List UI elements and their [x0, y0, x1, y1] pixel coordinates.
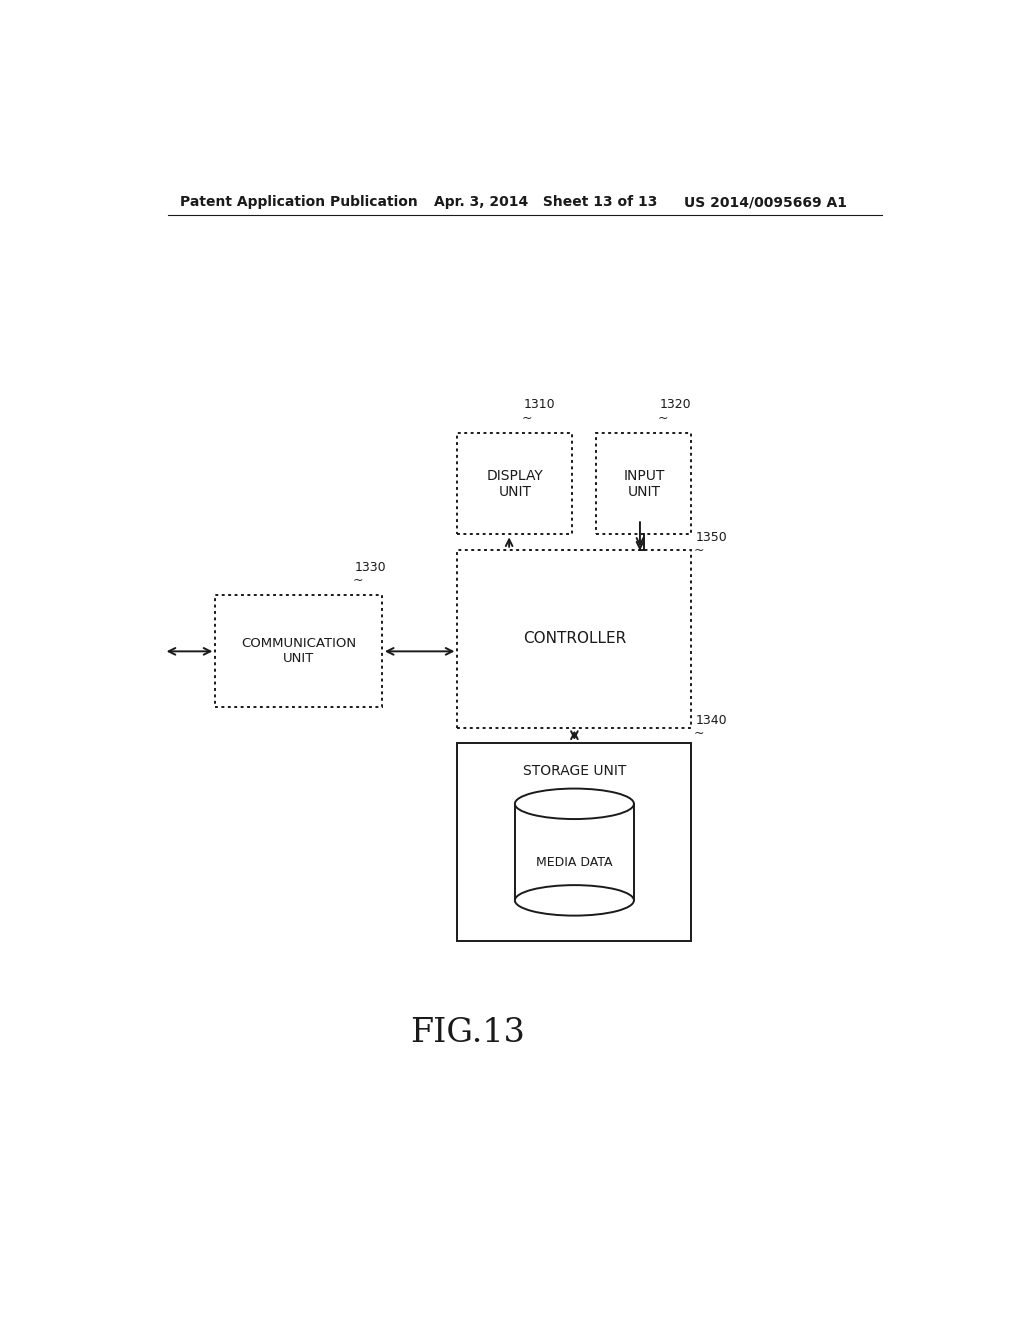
Text: 1340: 1340 [695, 714, 727, 726]
Text: STORAGE UNIT: STORAGE UNIT [522, 764, 626, 779]
Text: DISPLAY
UNIT: DISPLAY UNIT [486, 469, 544, 499]
Bar [596, 433, 691, 535]
Text: ~: ~ [694, 544, 705, 557]
Text: COMMUNICATION
UNIT: COMMUNICATION UNIT [241, 638, 356, 665]
Text: Patent Application Publication: Patent Application Publication [179, 195, 418, 209]
Bar [215, 595, 382, 708]
Text: INPUT
UNIT: INPUT UNIT [624, 469, 665, 499]
Ellipse shape [515, 886, 634, 916]
Text: 1320: 1320 [659, 399, 691, 412]
Text: MEDIA DATA: MEDIA DATA [537, 855, 612, 869]
Text: US 2014/0095669 A1: US 2014/0095669 A1 [684, 195, 847, 209]
Bar [515, 804, 634, 900]
Bar [458, 433, 572, 535]
Bar [458, 549, 691, 727]
Ellipse shape [515, 788, 634, 818]
Text: 1310: 1310 [523, 399, 555, 412]
Text: FIG.13: FIG.13 [410, 1016, 524, 1048]
Text: ~: ~ [658, 412, 669, 425]
Text: ~: ~ [521, 412, 532, 425]
Text: CONTROLLER: CONTROLLER [523, 631, 626, 647]
Text: ~: ~ [694, 727, 705, 739]
Text: Apr. 3, 2014   Sheet 13 of 13: Apr. 3, 2014 Sheet 13 of 13 [433, 195, 657, 209]
Text: 1330: 1330 [354, 561, 386, 574]
Bar [458, 743, 691, 941]
Text: ~: ~ [352, 574, 364, 587]
Text: 1350: 1350 [695, 531, 727, 544]
